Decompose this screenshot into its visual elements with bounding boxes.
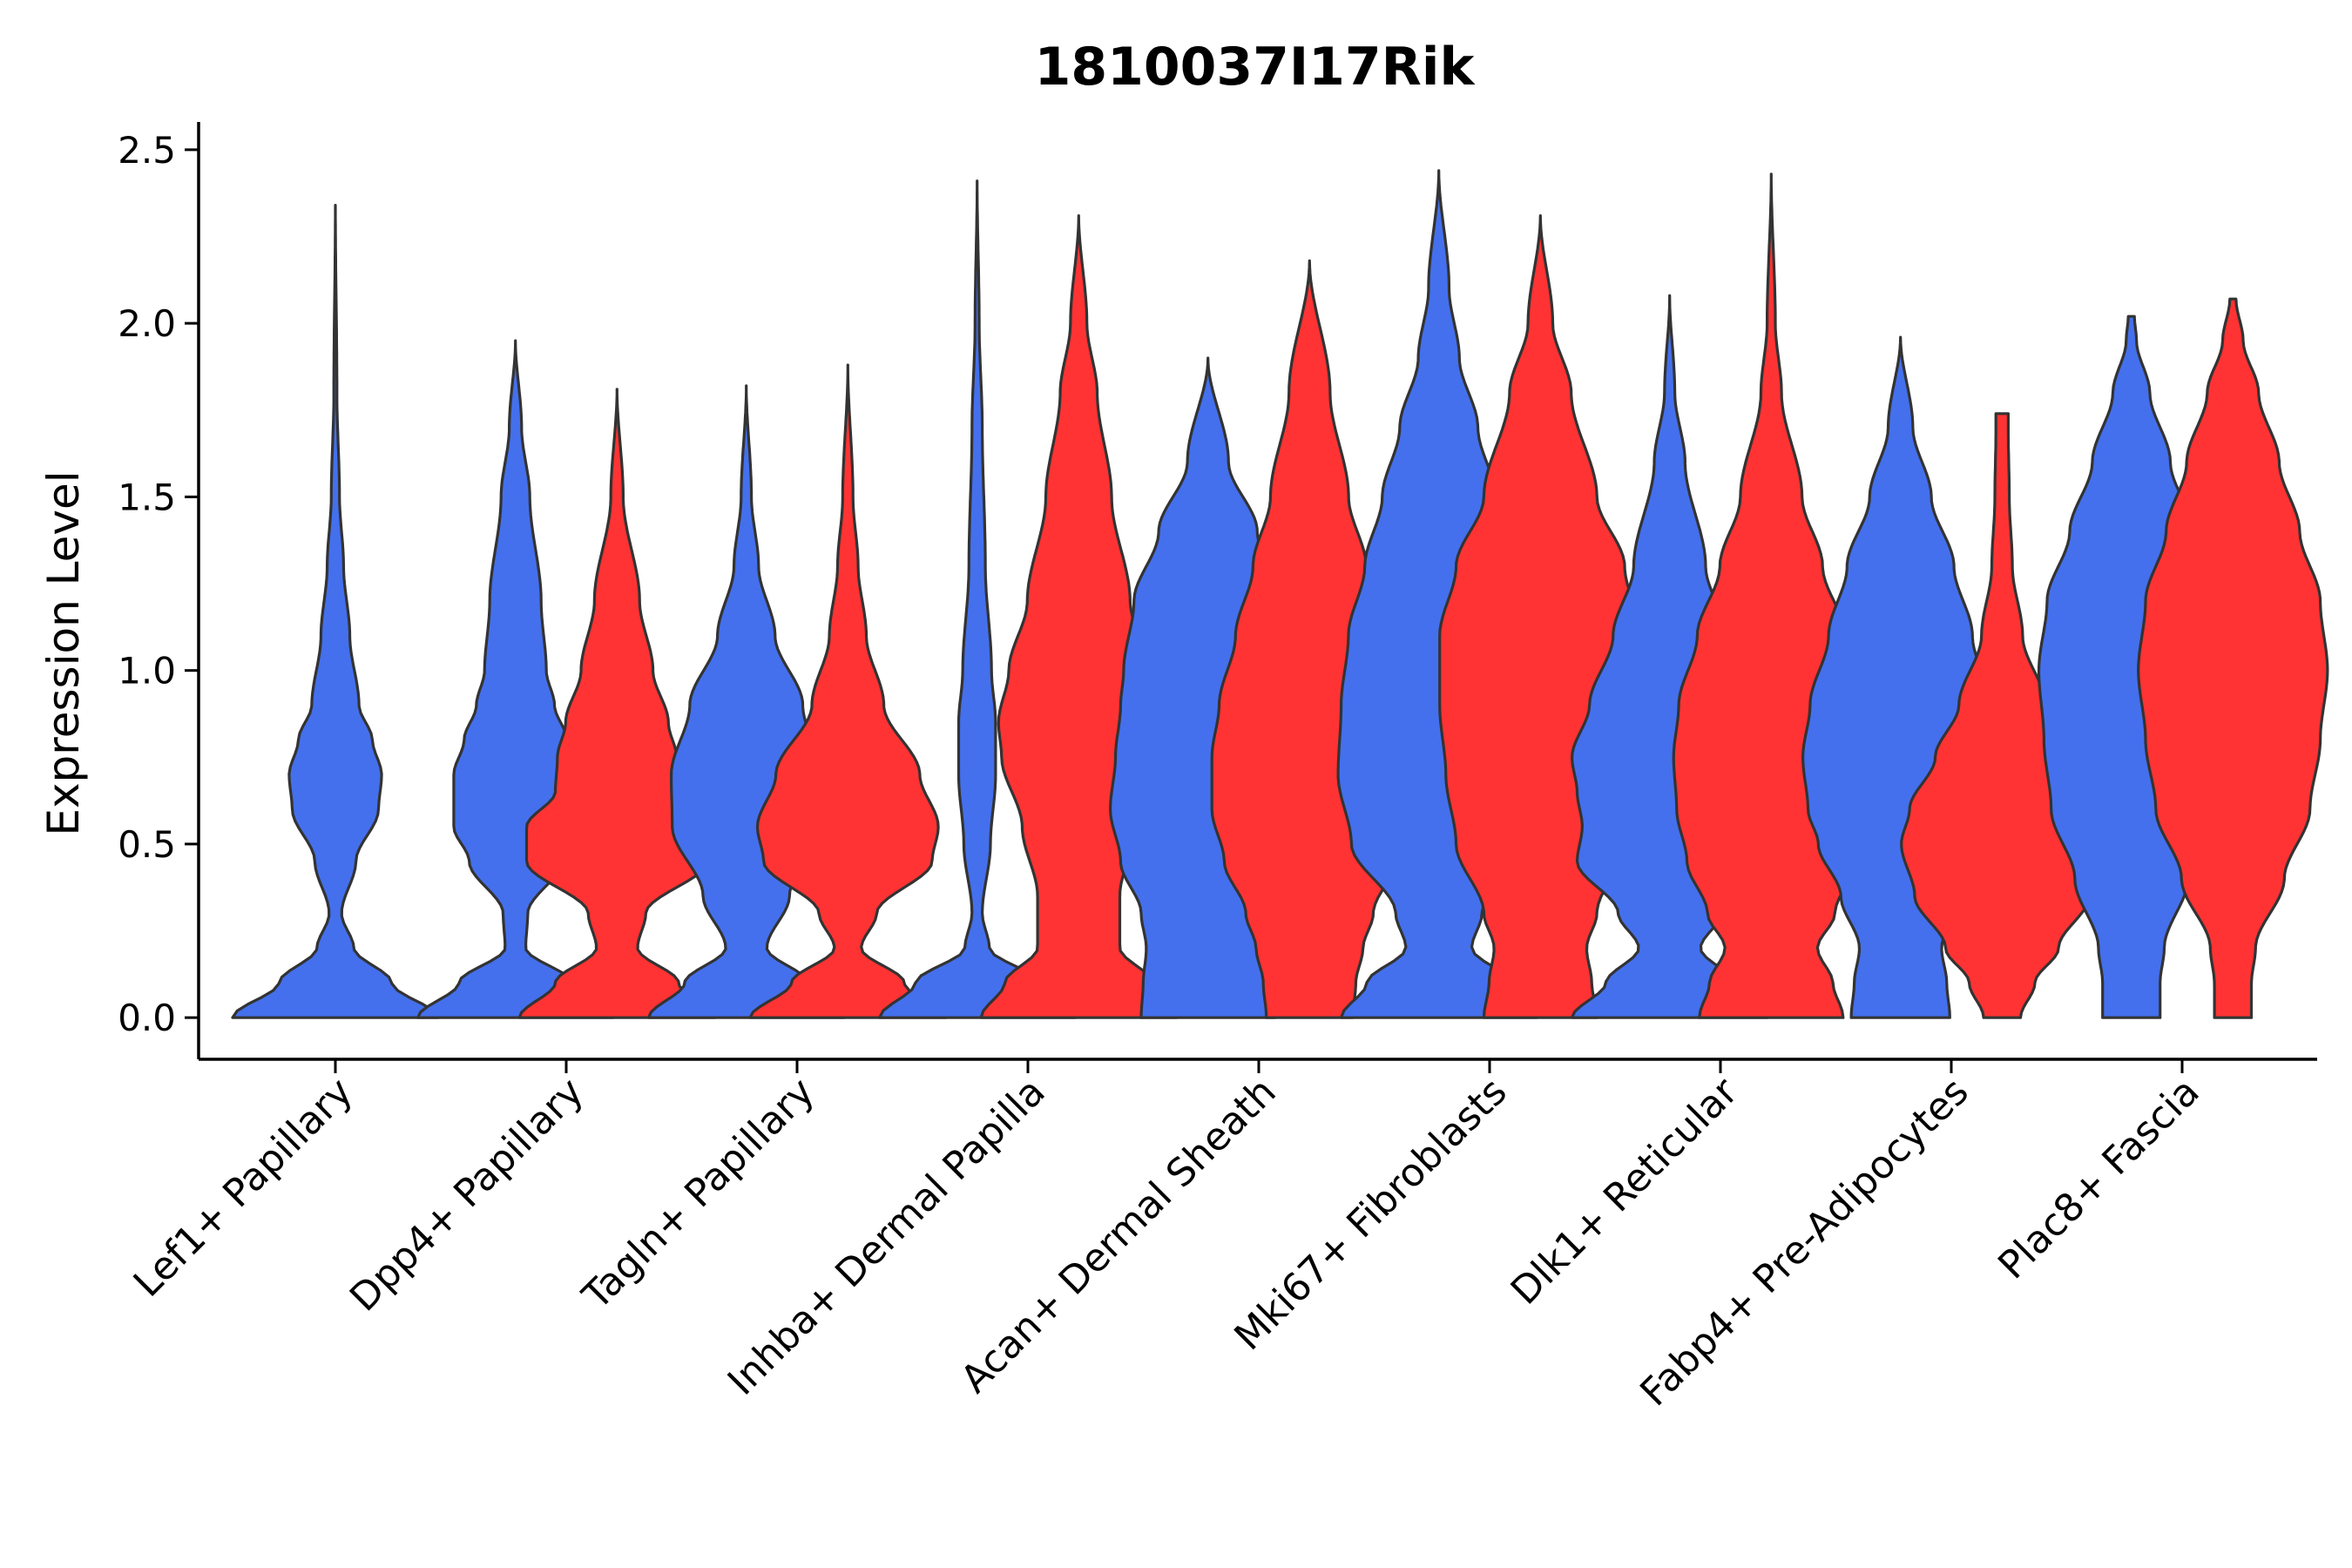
y-tick-label: 0.5 — [118, 823, 176, 866]
y-axis-label: Expression Level — [38, 470, 89, 835]
y-tick-label: 0.0 — [118, 997, 176, 1039]
violins-group — [231, 169, 2329, 1019]
x-category-label: Tagln+ Papillary — [574, 1070, 823, 1319]
x-category-label: Lef1+ Papillary — [125, 1070, 362, 1306]
violin-inhba-dermal-papilla-group-0 — [878, 179, 1077, 1019]
y-tick-label: 2.0 — [118, 302, 176, 345]
violin-lef1-papillary-group-0 — [231, 204, 440, 1019]
y-tick-label: 1.0 — [118, 650, 176, 693]
violin-plac8-fascia-group-1 — [2137, 297, 2329, 1019]
x-category-label: Plac8+ Fascia — [1990, 1070, 2208, 1288]
chart-title: 1810037I17Rik — [1035, 37, 1477, 98]
y-tick-label: 1.5 — [118, 476, 176, 518]
x-category-label: Dpp4+ Papillary — [341, 1070, 592, 1321]
violin-tagln-papillary-group-1 — [748, 363, 947, 1019]
x-category-label: Dlk1+ Reticular — [1503, 1069, 1747, 1314]
y-tick-label: 2.5 — [118, 129, 176, 172]
